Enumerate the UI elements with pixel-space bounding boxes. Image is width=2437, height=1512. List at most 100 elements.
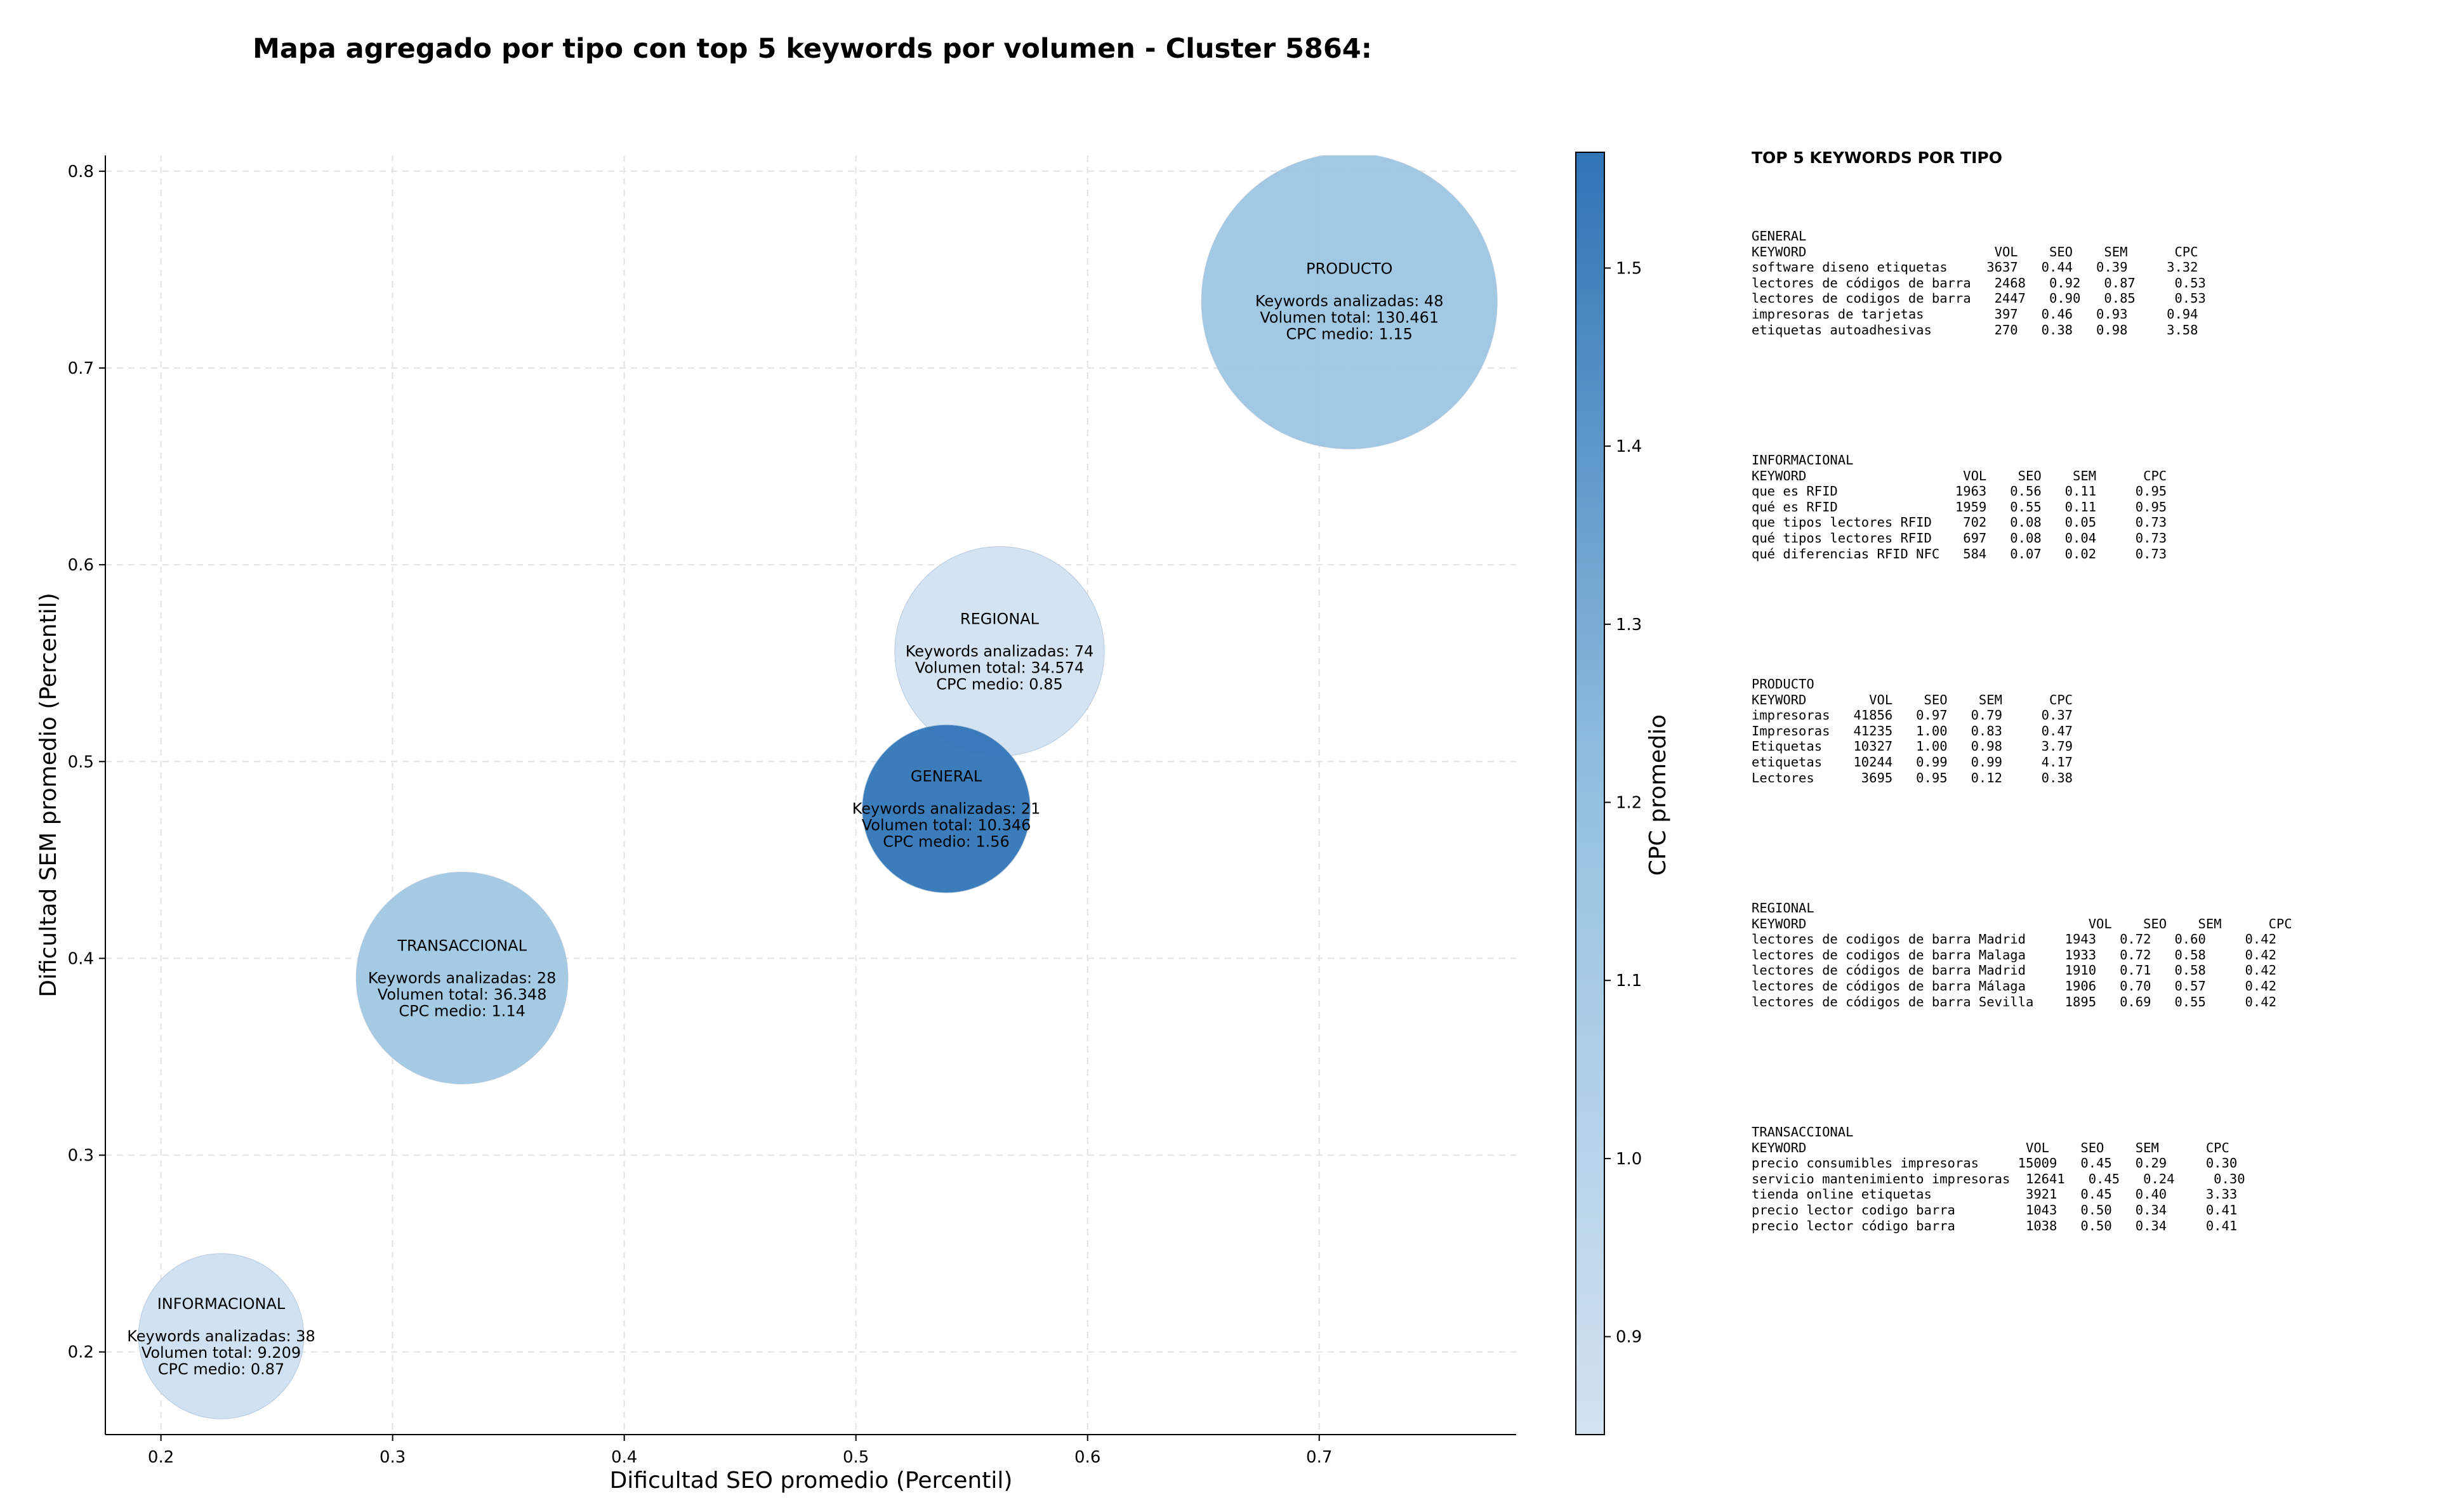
x-tick-label: 0.6: [1074, 1448, 1100, 1467]
x-tick-label: 0.5: [843, 1448, 869, 1467]
keyword-table-row: qué tipos lectores RFID 697 0.08 0.04 0.…: [1752, 530, 2167, 546]
colorbar-tick-label: 1.5: [1616, 259, 1642, 278]
y-tick-label: 0.2: [68, 1343, 94, 1362]
keyword-table: GENERAL KEYWORD VOL SEO SEM CPC software d…: [1752, 228, 2206, 338]
keyword-table: REGIONAL KEYWORD VOL SEO SEM CPC lectores …: [1752, 900, 2292, 1009]
axes: [105, 155, 1516, 1435]
y-tick-label: 0.6: [68, 556, 94, 575]
keyword-table: TRANSACCIONAL KEYWORD VOL SEO SEM CPC prec…: [1752, 1124, 2245, 1233]
bubble-label-keywords: Keywords analizadas: 38: [127, 1327, 315, 1345]
bubble-label-volume: Volumen total: 10.346: [862, 817, 1031, 834]
keyword-table-row: lectores de codigos de barra Madrid 1943…: [1752, 931, 2276, 947]
keyword-table-title: INFORMACIONAL: [1752, 452, 1854, 468]
keyword-table-title: REGIONAL: [1752, 900, 1814, 916]
keyword-table-row: Lectores 3695 0.95 0.12 0.38: [1752, 770, 2073, 786]
keyword-table-row: lectores de codigos de barra 2447 0.90 0…: [1752, 291, 2206, 306]
grid-lines: [105, 155, 1516, 1435]
keyword-table-row: que es RFID 1963 0.56 0.11 0.95: [1752, 483, 2167, 499]
bubble-label-volume: Volumen total: 130.461: [1260, 309, 1439, 327]
keyword-table-row: lectores de códigos de barra Málaga 1906…: [1752, 978, 2276, 994]
keyword-table-row: precio lector codigo barra 1043 0.50 0.3…: [1752, 1202, 2238, 1218]
keyword-table: INFORMACIONAL KEYWORD VOL SEO SEM CPC que …: [1752, 452, 2167, 562]
bubble-label-cpc: CPC medio: 1.56: [883, 833, 1010, 851]
bubble-label-cpc: CPC medio: 0.87: [158, 1360, 285, 1378]
bubble-label-keywords: Keywords analizadas: 28: [368, 969, 557, 987]
keyword-table-row: servicio mantenimiento impresoras 12641 …: [1752, 1171, 2245, 1187]
y-ticks: 0.2 0.3 0.4 0.5 0.6 0.7 0.8: [68, 162, 105, 1362]
colorbar-tick-label: 1.1: [1616, 971, 1642, 990]
keyword-table-header: KEYWORD VOL SEO SEM CPC: [1752, 244, 2198, 260]
keyword-table-row: lectores de códigos de barra Sevilla 189…: [1752, 994, 2276, 1009]
keyword-table-header: KEYWORD VOL SEO SEM CPC: [1752, 692, 2073, 707]
bubble-label-volume: Volumen total: 34.574: [915, 659, 1085, 677]
y-tick-label: 0.4: [68, 949, 94, 968]
keyword-table-title: GENERAL: [1752, 228, 1807, 244]
colorbar: 0.9 1.0 1.1 1.2 1.3 1.4 1.5 CPC promedio: [1575, 152, 1671, 1435]
bubble-informacional: [138, 1253, 305, 1419]
colorbar-label: CPC promedio: [1645, 714, 1671, 876]
keyword-table-row: lectores de codigos de barra Malaga 1933…: [1752, 947, 2276, 963]
bubble-label-name: PRODUCTO: [1306, 260, 1392, 278]
bubble-label-volume: Volumen total: 9.209: [142, 1344, 301, 1362]
keyword-table-row: etiquetas 10244 0.99 0.99 4.17: [1752, 754, 2073, 770]
keyword-table-row: software diseno etiquetas 3637 0.44 0.39…: [1752, 260, 2198, 275]
bubble-label-cpc: CPC medio: 1.14: [399, 1002, 525, 1020]
keyword-table-title: PRODUCTO: [1752, 676, 1814, 692]
bubble-label-name: TRANSACCIONAL: [397, 937, 527, 954]
colorbar-tick-label: 1.4: [1616, 437, 1642, 456]
bubble-label-name: REGIONAL: [960, 610, 1040, 628]
bubbles: [138, 155, 1498, 1419]
keyword-table-header: KEYWORD VOL SEO SEM CPC: [1752, 468, 2167, 483]
x-axis-label: Dificultad SEO promedio (Percentil): [610, 1468, 1013, 1494]
bubble-general: [862, 724, 1031, 893]
bubble-label-cpc: CPC medio: 1.15: [1286, 325, 1413, 343]
x-tick-label: 0.3: [380, 1448, 406, 1467]
y-tick-label: 0.5: [68, 753, 94, 772]
bubble-label-keywords: Keywords analizadas: 74: [906, 643, 1094, 661]
x-ticks: 0.2 0.3 0.4 0.5 0.6 0.7: [148, 1435, 1332, 1467]
keyword-table-row: qué es RFID 1959 0.55 0.11 0.95: [1752, 499, 2167, 515]
keyword-table-row: impresoras de tarjetas 397 0.46 0.93 0.9…: [1752, 306, 2198, 322]
colorbar-tick-label: 1.3: [1616, 615, 1642, 634]
bubble-label-cpc: CPC medio: 0.85: [936, 676, 1063, 694]
keyword-table-header: KEYWORD VOL SEO SEM CPC: [1752, 1140, 2229, 1155]
bubble-producto: [1201, 155, 1498, 449]
keyword-table-row: etiquetas autoadhesivas 270 0.38 0.98 3.…: [1752, 322, 2198, 338]
bubble-label-volume: Volumen total: 36.348: [378, 985, 547, 1003]
keyword-table-row: Impresoras 41235 1.00 0.83 0.47: [1752, 723, 2073, 739]
y-axis-label: Dificultad SEM promedio (Percentil): [36, 593, 62, 997]
top-keywords-panel: TOP 5 KEYWORDS POR TIPO GENERAL KEYWORD V…: [1752, 148, 2292, 1233]
keyword-table-title: TRANSACCIONAL: [1752, 1124, 1854, 1140]
chart-title: Mapa agregado por tipo con top 5 keyword…: [253, 33, 1372, 65]
bubble-label-keywords: Keywords analizadas: 21: [852, 800, 1041, 818]
top-keywords-heading: TOP 5 KEYWORDS POR TIPO: [1752, 148, 2002, 167]
y-tick-label: 0.7: [68, 359, 94, 378]
keyword-table-row: lectores de códigos de barra 2468 0.92 0…: [1752, 275, 2206, 291]
keyword-table: PRODUCTO KEYWORD VOL SEO SEM CPC impresora…: [1752, 676, 2073, 786]
keyword-table-row: qué diferencias RFID NFC 584 0.07 0.02 0…: [1752, 546, 2167, 562]
colorbar-tick-label: 1.2: [1616, 794, 1642, 813]
keyword-table-row: Etiquetas 10327 1.00 0.98 3.79: [1752, 739, 2073, 754]
keyword-table-row: tienda online etiquetas 3921 0.45 0.40 3…: [1752, 1187, 2238, 1202]
keyword-table-row: precio lector código barra 1038 0.50 0.3…: [1752, 1218, 2238, 1233]
keyword-table-row: lectores de códigos de barra Madrid 1910…: [1752, 963, 2276, 978]
x-tick-label: 0.4: [611, 1448, 637, 1467]
keyword-table-row: impresoras 41856 0.97 0.79 0.37: [1752, 707, 2073, 723]
bubble-label-keywords: Keywords analizadas: 48: [1255, 293, 1444, 310]
colorbar-tick-label: 1.0: [1616, 1150, 1642, 1169]
bubble-label-name: GENERAL: [911, 768, 982, 786]
x-tick-label: 0.2: [148, 1448, 174, 1467]
keyword-table-row: precio consumibles impresoras 15009 0.45…: [1752, 1155, 2238, 1171]
y-tick-label: 0.8: [68, 162, 94, 181]
keyword-table-header: KEYWORD VOL SEO SEM CPC: [1752, 916, 2292, 931]
colorbar-ticks: 0.9 1.0 1.1 1.2 1.3 1.4 1.5: [1604, 259, 1642, 1347]
y-tick-label: 0.3: [68, 1147, 94, 1166]
bubble-label-name: INFORMACIONAL: [157, 1295, 286, 1313]
colorbar-tick-label: 0.9: [1616, 1328, 1642, 1347]
keyword-table-row: que tipos lectores RFID 702 0.08 0.05 0.…: [1752, 515, 2167, 530]
x-tick-label: 0.7: [1306, 1448, 1332, 1467]
colorbar-gradient: [1575, 152, 1605, 1435]
bubble-transaccional: [355, 872, 569, 1084]
